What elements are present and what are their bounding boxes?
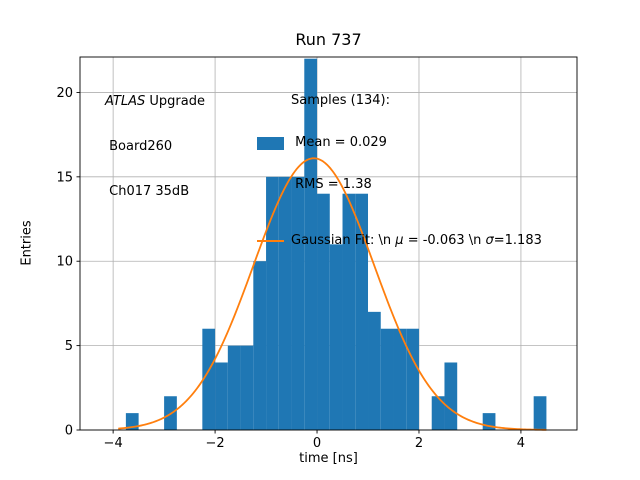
samples-swatch: [257, 136, 284, 150]
axis-ticks: −4 −2 0 2 4 0 5 10 15 20: [56, 86, 525, 451]
y-tick-label: 20: [56, 86, 73, 101]
histogram-bar: [368, 311, 381, 430]
histogram-bar: [227, 345, 241, 430]
annotation-text: ATLAS Upgrade Board260 Ch017 35dB: [105, 64, 205, 229]
samples-label-line1: Samples (134):: [291, 93, 390, 108]
gaussian-line-swatch: [257, 240, 284, 242]
legend-entry-samples: Samples (134): Mean = 0.029 RMS = 1.38: [257, 66, 542, 220]
histogram-bar: [317, 193, 330, 430]
gaussian-curve: [118, 157, 547, 431]
histogram-bar: [355, 193, 369, 430]
y-tick-label: 0: [65, 424, 73, 439]
x-tick-label: 0: [313, 436, 321, 451]
x-tick-label: 4: [517, 436, 525, 451]
chart-title: Run 737: [295, 30, 362, 49]
histogram-bar: [431, 396, 445, 430]
histogram-bar: [240, 345, 254, 430]
samples-label-line3: RMS = 1.38: [291, 177, 372, 192]
histogram-bar: [291, 176, 305, 430]
annotation-line-channel: Ch017 35dB: [105, 184, 190, 199]
gaussian-label-mid: = -0.063 \n: [403, 233, 486, 248]
legend-entry-gaussian: Gaussian Fit: \n μ = -0.063 \n σ=1.183: [257, 234, 542, 248]
gaussian-mu-symbol: μ: [395, 233, 404, 248]
x-tick-label: −4: [104, 436, 123, 451]
y-tick-label: 15: [56, 170, 73, 185]
y-tick-label: 10: [56, 255, 73, 270]
annotation-atlas-italic: ATLAS: [105, 94, 146, 109]
y-tick-label: 5: [65, 339, 73, 354]
histogram-bar: [380, 328, 394, 430]
x-axis-label: time [ns]: [299, 451, 358, 466]
gaussian-label-pre: Gaussian Fit: \n: [291, 233, 396, 248]
gaussian-label: Gaussian Fit: \n μ = -0.063 \n σ=1.183: [291, 234, 542, 248]
y-axis-label: Entries: [19, 220, 35, 266]
histogram-bar: [329, 244, 343, 430]
histogram-bar: [215, 362, 228, 430]
gaussian-sigma-symbol: σ: [485, 233, 494, 248]
histogram-bar: [253, 261, 267, 430]
x-tick-label: −2: [205, 436, 224, 451]
annotation-line-board: Board260: [105, 139, 173, 154]
samples-label-line2: Mean = 0.029: [291, 135, 387, 150]
x-tick-label: 2: [415, 436, 423, 451]
gaussian-label-post: =1.183: [493, 233, 542, 248]
histogram-bar: [533, 396, 547, 430]
histogram-bar: [202, 328, 216, 430]
legend: Samples (134): Mean = 0.029 RMS = 1.38 G…: [257, 66, 542, 248]
samples-label: Samples (134): Mean = 0.029 RMS = 1.38: [291, 66, 390, 220]
annotation-upgrade: Upgrade: [145, 94, 205, 109]
histogram-bar: [393, 328, 407, 430]
histogram-bar: [304, 58, 318, 431]
histogram-bars: [125, 58, 547, 431]
histogram-bar: [444, 362, 458, 430]
histogram-bar: [406, 328, 419, 430]
axes-frame: [79, 56, 578, 431]
histogram-bar: [342, 193, 356, 430]
annotation-line-atlas: ATLAS Upgrade: [105, 94, 205, 109]
